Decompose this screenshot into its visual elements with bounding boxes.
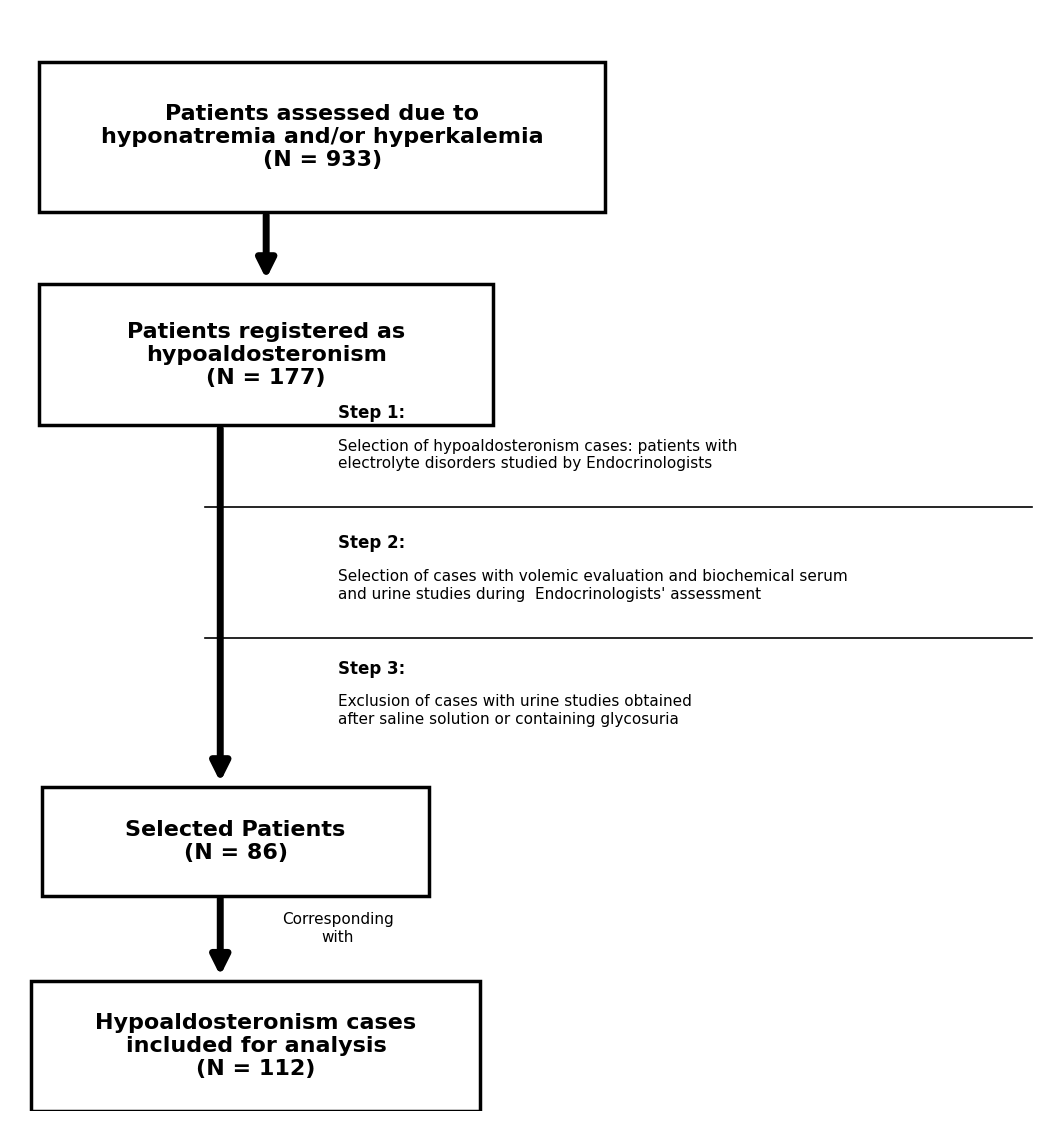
Text: Patients assessed due to
hyponatremia and/or hyperkalemia
(N = 933): Patients assessed due to hyponatremia an… — [101, 104, 543, 170]
FancyBboxPatch shape — [39, 284, 493, 425]
Text: Step 3:: Step 3: — [338, 660, 405, 677]
FancyBboxPatch shape — [41, 787, 429, 896]
Text: Patients registered as
hypoaldosteronism
(N = 177): Patients registered as hypoaldosteronism… — [128, 322, 405, 388]
Text: Corresponding
with: Corresponding with — [282, 912, 393, 945]
Text: Selection of hypoaldosteronism cases: patients with
electrolyte disorders studie: Selection of hypoaldosteronism cases: pa… — [338, 439, 737, 471]
Text: Exclusion of cases with urine studies obtained
after saline solution or containi: Exclusion of cases with urine studies ob… — [338, 694, 692, 727]
Text: Step 1:: Step 1: — [338, 404, 405, 422]
Text: Selection of cases with volemic evaluation and biochemical serum
and urine studi: Selection of cases with volemic evaluati… — [338, 569, 847, 601]
FancyBboxPatch shape — [32, 981, 480, 1111]
Text: Selected Patients
(N = 86): Selected Patients (N = 86) — [125, 820, 345, 863]
FancyBboxPatch shape — [39, 62, 606, 212]
Text: Hypoaldosteronism cases
included for analysis
(N = 112): Hypoaldosteronism cases included for ana… — [96, 1013, 417, 1080]
Text: Step 2:: Step 2: — [338, 534, 405, 552]
